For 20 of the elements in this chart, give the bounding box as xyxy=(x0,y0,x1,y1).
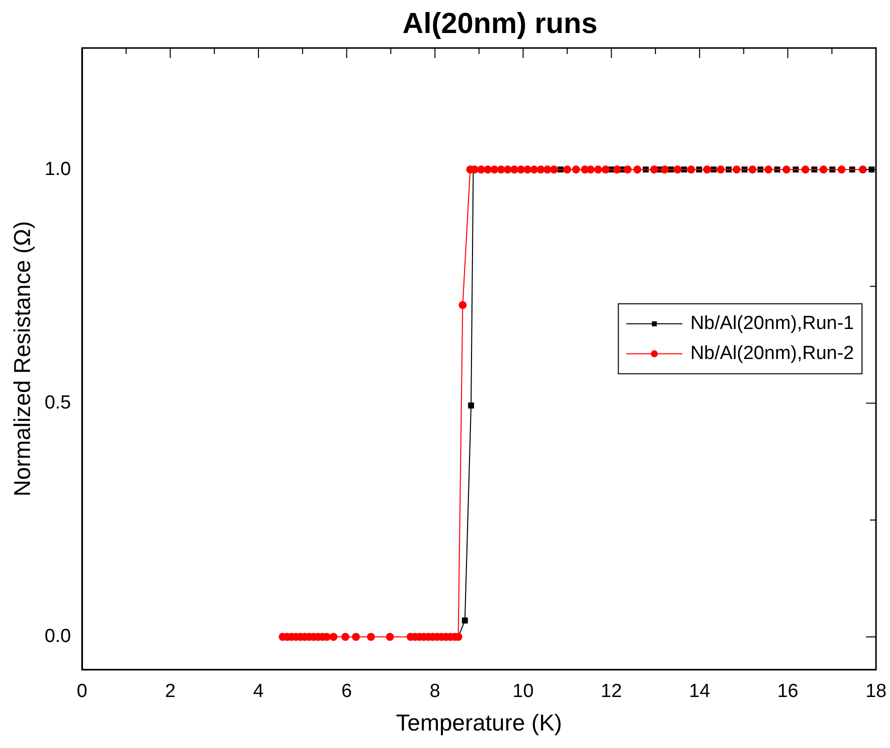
x-tick-label: 16 xyxy=(777,681,798,702)
y-axis-title: Normalized Resistance (Ω) xyxy=(9,221,36,496)
x-tick-label: 18 xyxy=(865,681,887,702)
chart-title: Al(20nm) runs xyxy=(402,8,598,41)
x-tick-label: 12 xyxy=(600,681,622,702)
legend-label: Nb/Al(20nm),Run-1 xyxy=(690,313,854,334)
x-axis-title: Temperature (K) xyxy=(396,710,562,736)
x-tick-label: 6 xyxy=(341,681,352,702)
x-tick-label: 2 xyxy=(164,681,176,702)
y-tick-label: 0.5 xyxy=(44,392,72,414)
x-tick-label: 10 xyxy=(512,681,534,702)
point xyxy=(468,402,474,409)
y-tick-label: 1.0 xyxy=(44,158,72,180)
x-tick-label: 8 xyxy=(430,681,440,702)
y-tick-label: 0.0 xyxy=(44,626,72,648)
point xyxy=(462,618,468,624)
x-tick-label: 0 xyxy=(76,681,88,702)
x-tick-label: 4 xyxy=(253,681,264,702)
x-tick-label: 14 xyxy=(688,681,711,702)
legend-label: Nb/Al(20nm),Run-2 xyxy=(690,343,854,364)
